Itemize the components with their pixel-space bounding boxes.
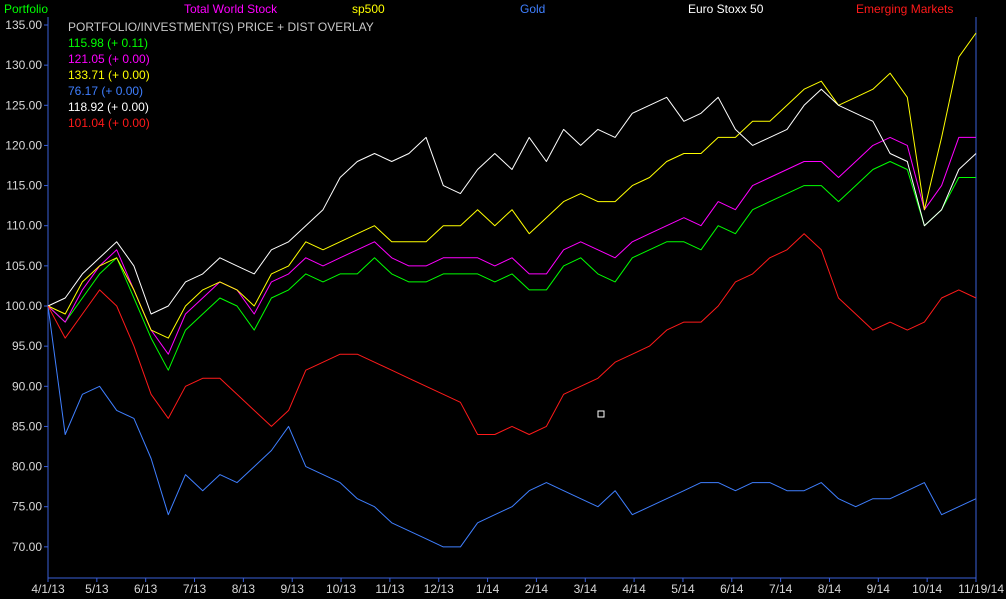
- x-tick-label: 8/14: [818, 582, 842, 596]
- legend-entry: Portfolio: [4, 2, 48, 16]
- cursor-marker[interactable]: [597, 410, 605, 418]
- x-tick-label: 12/13: [424, 582, 454, 596]
- x-tick-label: 1/14: [476, 582, 500, 596]
- y-tick-label: 125.00: [5, 98, 42, 112]
- x-tick-label: 7/13: [183, 582, 207, 596]
- x-tick-label: 4/14: [622, 582, 646, 596]
- y-tick-label: 115.00: [6, 179, 42, 193]
- y-tick-label: 110.00: [6, 219, 42, 233]
- legend-entry: Total World Stock: [184, 2, 278, 16]
- y-axis: 135.00 130.00 125.00 120.00 115.00 110.00 105.…: [5, 18, 48, 554]
- y-tick-label: 90.00: [12, 379, 42, 393]
- x-tick-label: 6/14: [720, 582, 744, 596]
- series-lines: [47, 32, 977, 548]
- series-line: [47, 233, 977, 435]
- series-value-labels: 115.98 (+ 0.11) 121.05 (+ 0.00) 133.71 (+ …: [68, 36, 150, 130]
- series-line: [47, 32, 977, 339]
- y-tick-label: 80.00: [12, 460, 42, 474]
- series-value-label: 115.98 (+ 0.11): [68, 36, 148, 50]
- x-axis: 4/1/13 5/13 6/13 7/13 8/13 9/13 10/13 11/13 12/1…: [31, 578, 1004, 596]
- legend-entry: Gold: [520, 2, 545, 16]
- legend-entry: Euro Stoxx 50: [688, 2, 764, 16]
- chart-title: PORTFOLIO/INVESTMENT(S) PRICE + DIST OVE…: [68, 20, 374, 34]
- x-tick-label: 5/14: [671, 582, 695, 596]
- x-tick-label: 10/14: [912, 582, 942, 596]
- series-line: [47, 88, 977, 315]
- series-value-label: 101.04 (+ 0.00): [68, 116, 150, 130]
- x-tick-label: 8/13: [232, 582, 256, 596]
- series-line: [47, 305, 977, 548]
- x-tick-label: 11/19/14: [958, 582, 1004, 596]
- x-tick-label: 7/14: [769, 582, 793, 596]
- y-tick-label: 130.00: [5, 58, 42, 72]
- legend-entry: sp500: [352, 2, 385, 16]
- series-value-label: 133.71 (+ 0.00): [68, 68, 150, 82]
- series-value-label: 76.17 (+ 0.00): [68, 84, 143, 98]
- x-tick-label: 9/14: [867, 582, 891, 596]
- x-tick-label: 10/13: [326, 582, 356, 596]
- x-tick-label: 5/13: [85, 582, 109, 596]
- series-value-label: 121.05 (+ 0.00): [68, 52, 150, 66]
- y-tick-label: 70.00: [12, 540, 42, 554]
- y-tick-label: 75.00: [12, 500, 42, 514]
- x-tick-label: 3/14: [574, 582, 598, 596]
- series-value-label: 118.92 (+ 0.00): [68, 100, 149, 114]
- y-tick-label: 85.00: [12, 419, 42, 433]
- series-legend: Portfolio Total World Stock sp500 Gold Euro …: [4, 2, 953, 16]
- x-tick-label: 6/13: [134, 582, 158, 596]
- legend-entry: Emerging Markets: [856, 2, 953, 16]
- x-tick-label: 2/14: [525, 582, 549, 596]
- x-tick-label: 11/13: [375, 582, 404, 596]
- y-tick-label: 100.00: [5, 299, 42, 313]
- y-tick-label: 95.00: [12, 339, 42, 353]
- x-tick-label: 4/1/13: [31, 582, 65, 596]
- y-tick-label: 105.00: [5, 259, 42, 273]
- series-line: [47, 161, 976, 371]
- y-tick-label: 120.00: [5, 138, 42, 152]
- x-tick-label: 9/13: [281, 582, 305, 596]
- y-tick-label: 135.00: [5, 18, 42, 32]
- series-line: [47, 136, 976, 355]
